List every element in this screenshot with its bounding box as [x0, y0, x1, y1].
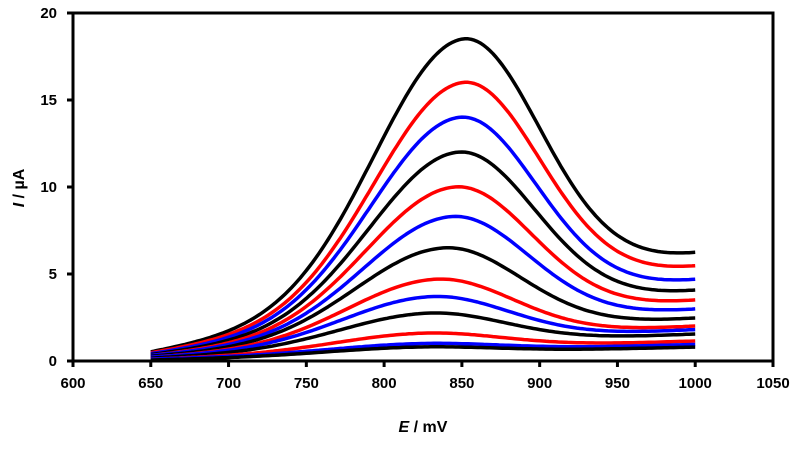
- x-tick-label: 900: [527, 375, 552, 392]
- x-axis-symbol: E: [399, 419, 411, 436]
- y-axis-symbol: I: [11, 202, 28, 207]
- y-tick-label: 15: [40, 92, 57, 109]
- curve-1: [150, 37, 696, 354]
- curve-10: [150, 311, 696, 360]
- y-tick-label: 10: [40, 179, 57, 196]
- y-axis: 0 5 10 15 20: [40, 5, 73, 370]
- y-tick-label: 0: [49, 353, 57, 370]
- curves-group: [150, 37, 696, 362]
- curve-5: [150, 185, 696, 358]
- curve-7: [150, 246, 696, 359]
- x-tick-label: 700: [216, 375, 241, 392]
- curve-4: [150, 150, 696, 357]
- y-tick-label: 20: [40, 5, 57, 22]
- x-tick-label: 750: [294, 375, 319, 392]
- x-axis-title: E / mV: [399, 419, 448, 436]
- x-axis: 600 650 700 750 800 850 900 950 1000 1050: [60, 361, 790, 392]
- curve-13: [150, 345, 696, 362]
- x-tick-label: 1000: [679, 375, 712, 392]
- x-tick-label: 600: [60, 375, 85, 392]
- x-tick-label: 800: [372, 375, 397, 392]
- x-axis-unit: / mV: [409, 419, 448, 436]
- x-tick-label: 850: [449, 375, 474, 392]
- curve-9: [150, 294, 696, 359]
- y-tick-label: 5: [49, 266, 57, 283]
- x-tick-label: 650: [138, 375, 163, 392]
- x-tick-label: 1050: [756, 375, 789, 392]
- y-axis-unit: / µA: [11, 168, 28, 203]
- curve-6: [150, 214, 696, 358]
- curve-2: [150, 80, 696, 355]
- curve-3: [150, 115, 696, 356]
- x-tick-label: 950: [605, 375, 630, 392]
- y-axis-title: I / µA: [11, 168, 28, 207]
